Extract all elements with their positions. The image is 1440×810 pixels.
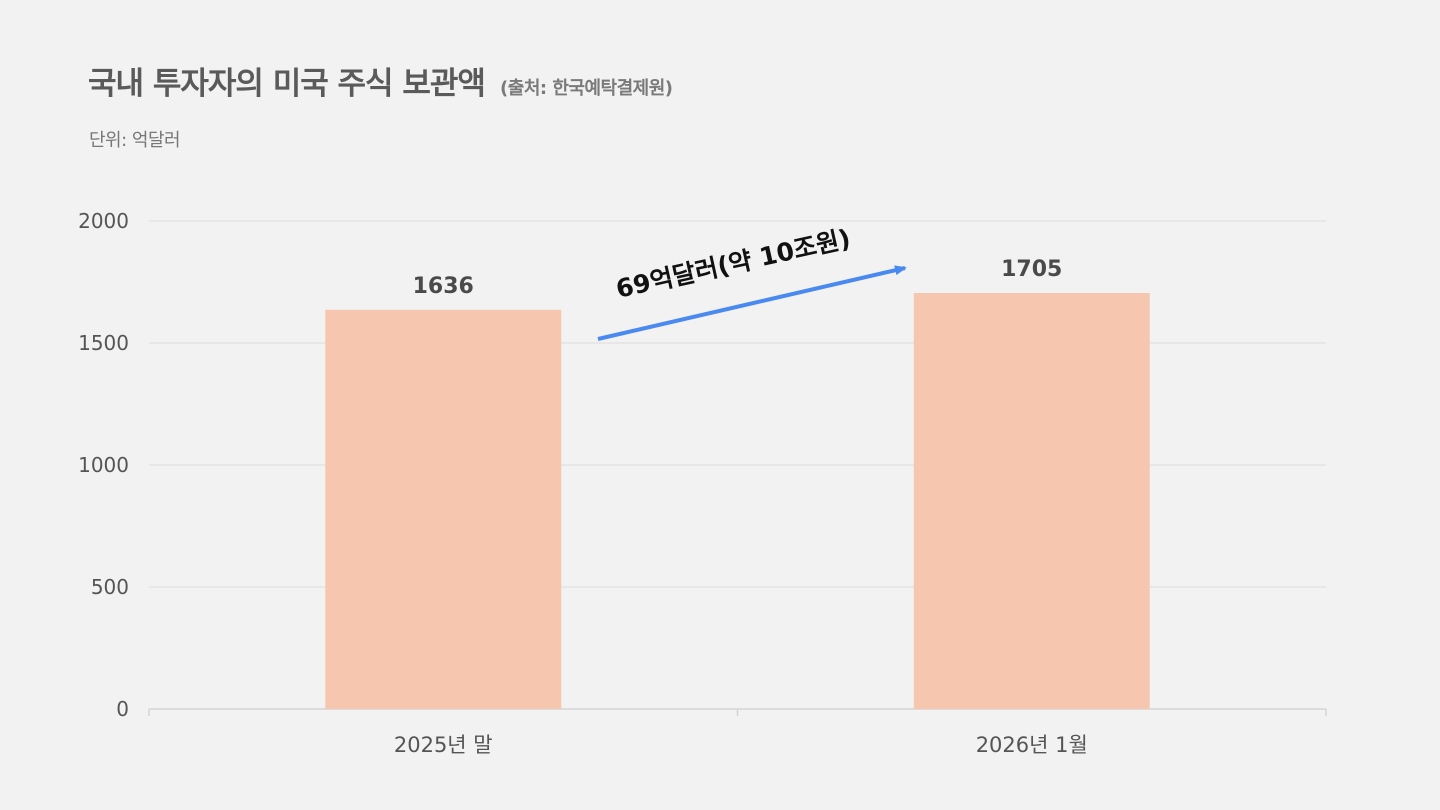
y-tick-label: 1000 bbox=[78, 453, 129, 477]
x-tick-label: 2026년 1월 bbox=[976, 733, 1088, 757]
y-tick-label: 0 bbox=[116, 697, 129, 721]
y-tick-label: 500 bbox=[91, 575, 129, 599]
unit-label: 단위: 억달러 bbox=[89, 130, 181, 151]
y-tick-label: 2000 bbox=[78, 209, 129, 233]
chart-title: 국내 투자자의 미국 주식 보관액 bbox=[88, 66, 486, 102]
source-note: (출처: 한국예탁결제원) bbox=[500, 78, 673, 99]
bar bbox=[325, 309, 562, 709]
bar-value-label: 1705 bbox=[1001, 257, 1062, 282]
y-tick-label: 1500 bbox=[78, 331, 129, 355]
growth-annotation: 69억달러(약 10조원) bbox=[613, 224, 853, 304]
bar-value-label: 1636 bbox=[413, 274, 474, 299]
bar bbox=[913, 292, 1150, 709]
x-tick-label: 2025년 말 bbox=[394, 733, 493, 757]
growth-arrow bbox=[597, 265, 907, 341]
chart-header: 국내 투자자의 미국 주식 보관액 (출처: 한국예탁결제원) bbox=[88, 58, 673, 103]
